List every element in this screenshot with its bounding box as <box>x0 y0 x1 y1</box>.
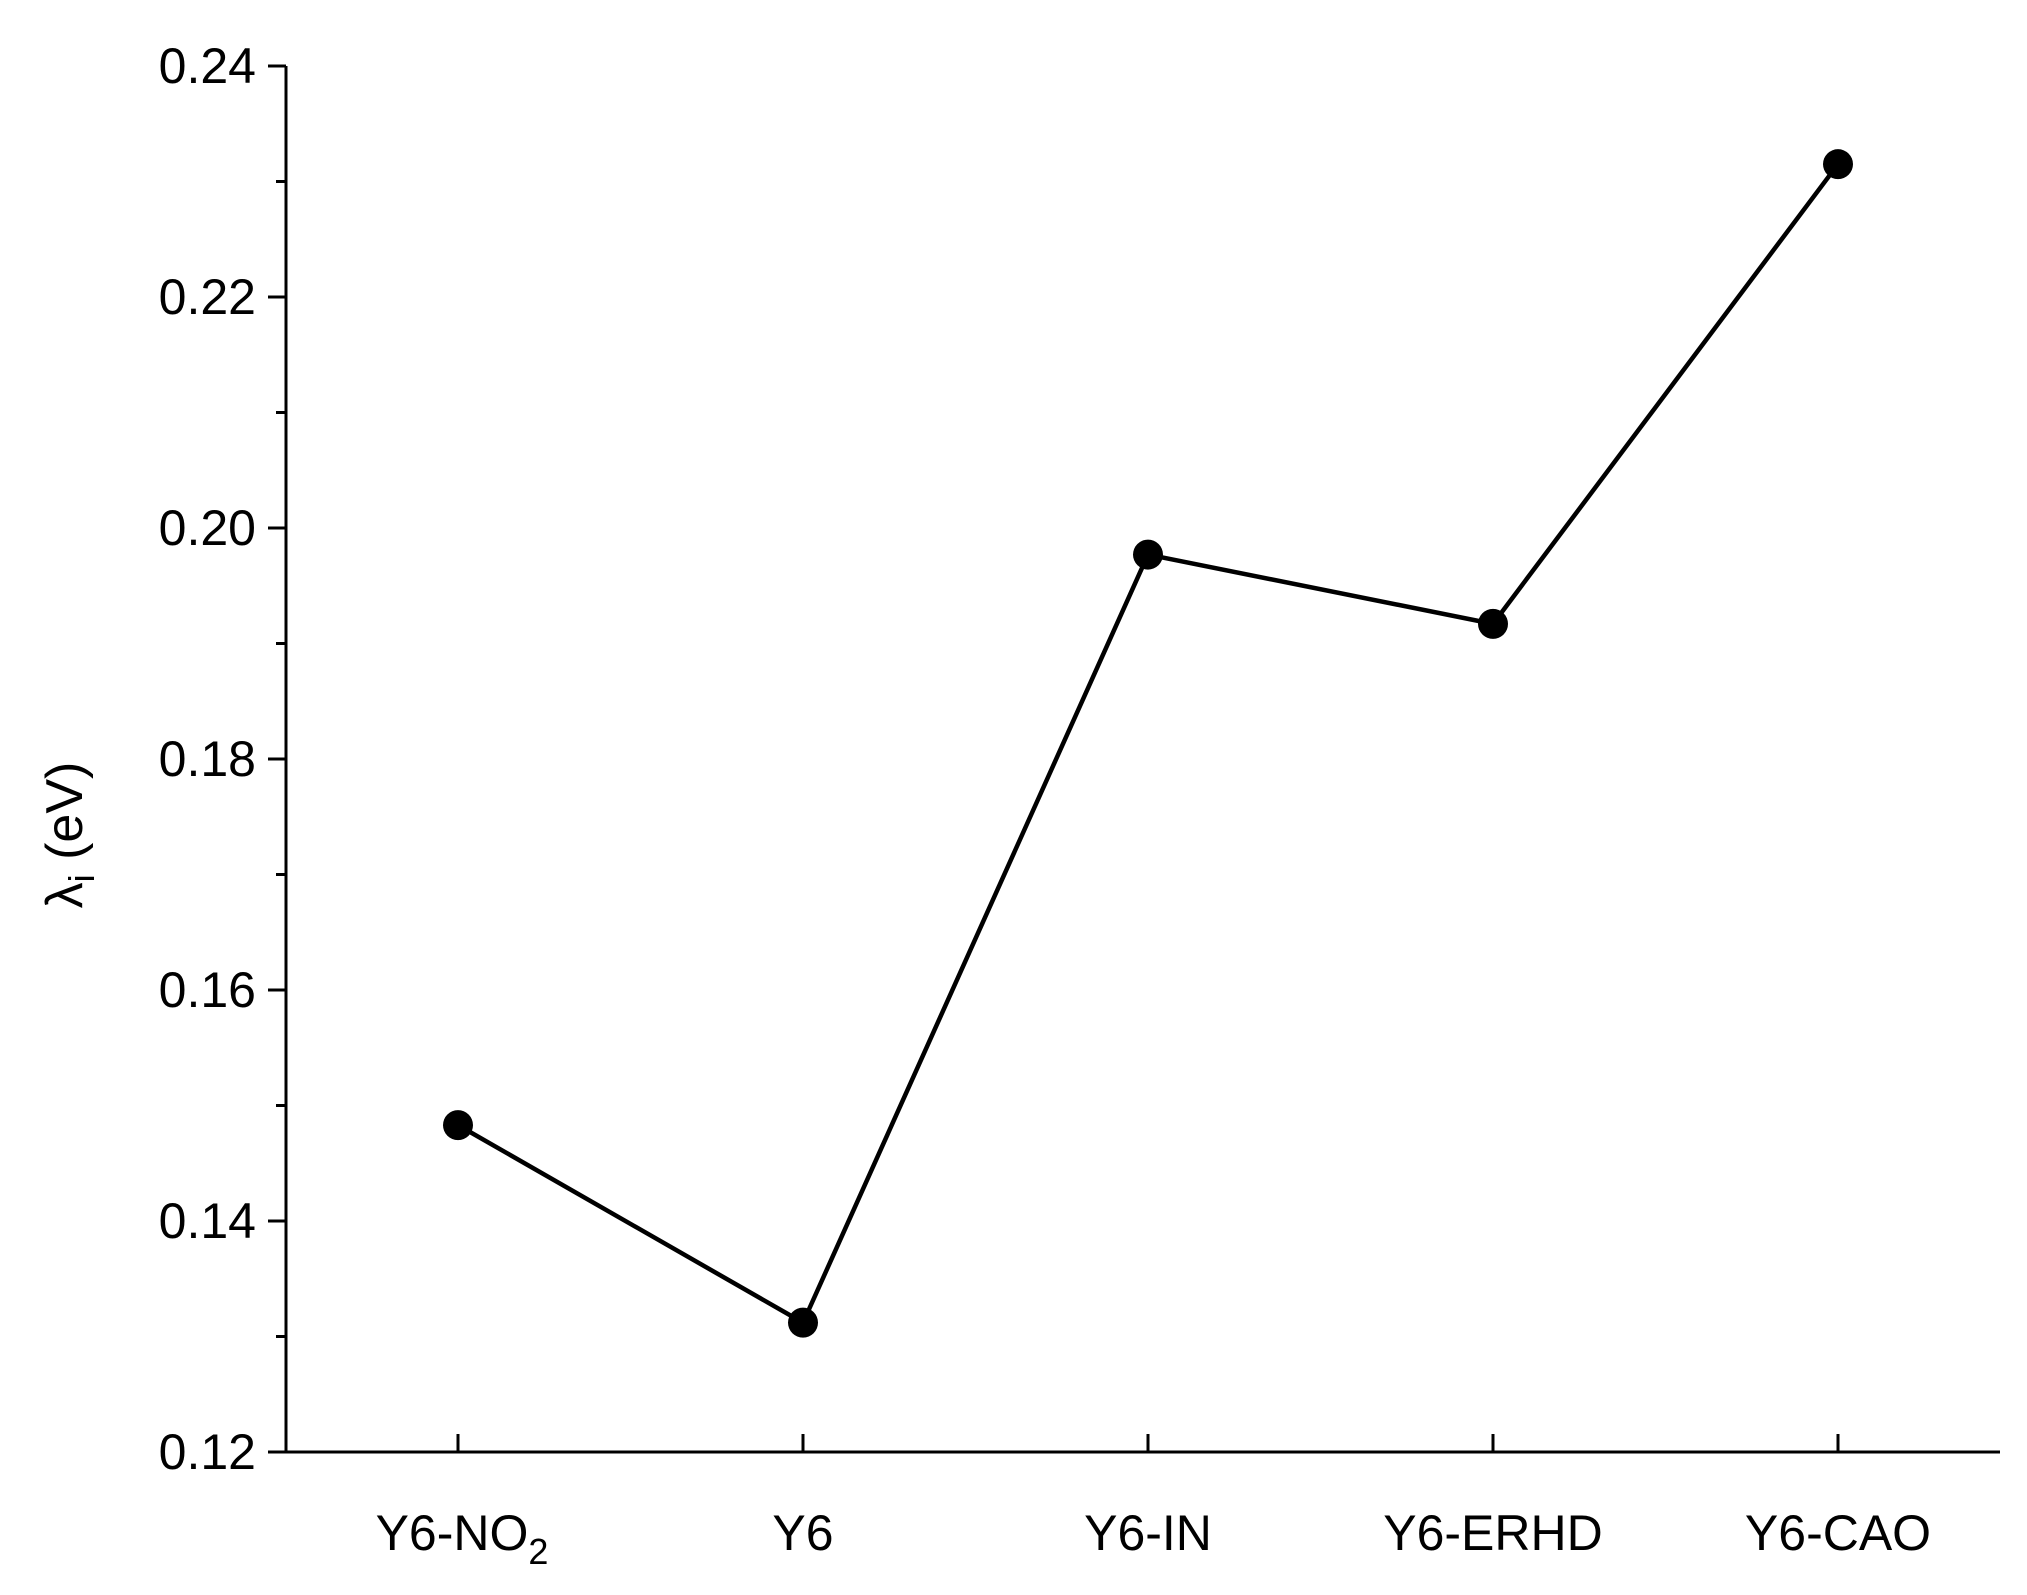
data-point <box>1823 149 1853 180</box>
x-tick-label-subscript: 2 <box>528 1531 548 1572</box>
y-tick-label: 0.16 <box>159 962 256 1018</box>
y-axis-title: λi (eV) <box>36 762 102 909</box>
data-point <box>1478 608 1508 639</box>
y-axis-symbol: λ <box>36 882 94 908</box>
axes <box>284 66 2000 1454</box>
x-tick-label-text: Y6-IN <box>1084 1505 1212 1561</box>
x-tick-label: Y6-IN <box>1084 1505 1212 1561</box>
data-point <box>1133 539 1163 570</box>
y-tick-label: 0.24 <box>159 38 256 94</box>
x-tick-label: Y6-NO2 <box>376 1505 549 1572</box>
x-tick-label: Y6 <box>772 1505 833 1561</box>
x-tick-label-text: Y6-NO <box>376 1505 529 1561</box>
x-tick-label-text: Y6-ERHD <box>1383 1505 1602 1561</box>
y-tick-label: 0.20 <box>159 500 256 556</box>
series-line <box>456 162 1840 1325</box>
data-point <box>443 1110 473 1141</box>
x-tick-label-text: Y6-CAO <box>1745 1505 1931 1561</box>
data-series <box>443 149 1853 1338</box>
y-axis-unit: (eV) <box>36 762 94 875</box>
y-tick-label: 0.12 <box>159 1424 256 1480</box>
y-tick-label: 0.22 <box>159 269 256 325</box>
x-axis-ticks: Y6-NO2 Y6 Y6-IN Y6-ERHD Y6-CAO <box>376 1434 1931 1572</box>
y-axis-subscript: i <box>61 874 102 882</box>
y-tick-label: 0.14 <box>159 1193 256 1249</box>
data-point <box>788 1307 818 1338</box>
y-tick-label: 0.18 <box>159 731 256 787</box>
x-tick-label-text: Y6 <box>772 1505 833 1561</box>
y-axis-ticks: 0.12 0.14 0.16 0.18 0.20 0.22 0.24 <box>159 38 286 1480</box>
x-tick-label: Y6-ERHD <box>1383 1505 1602 1561</box>
x-tick-label: Y6-CAO <box>1745 1505 1931 1561</box>
